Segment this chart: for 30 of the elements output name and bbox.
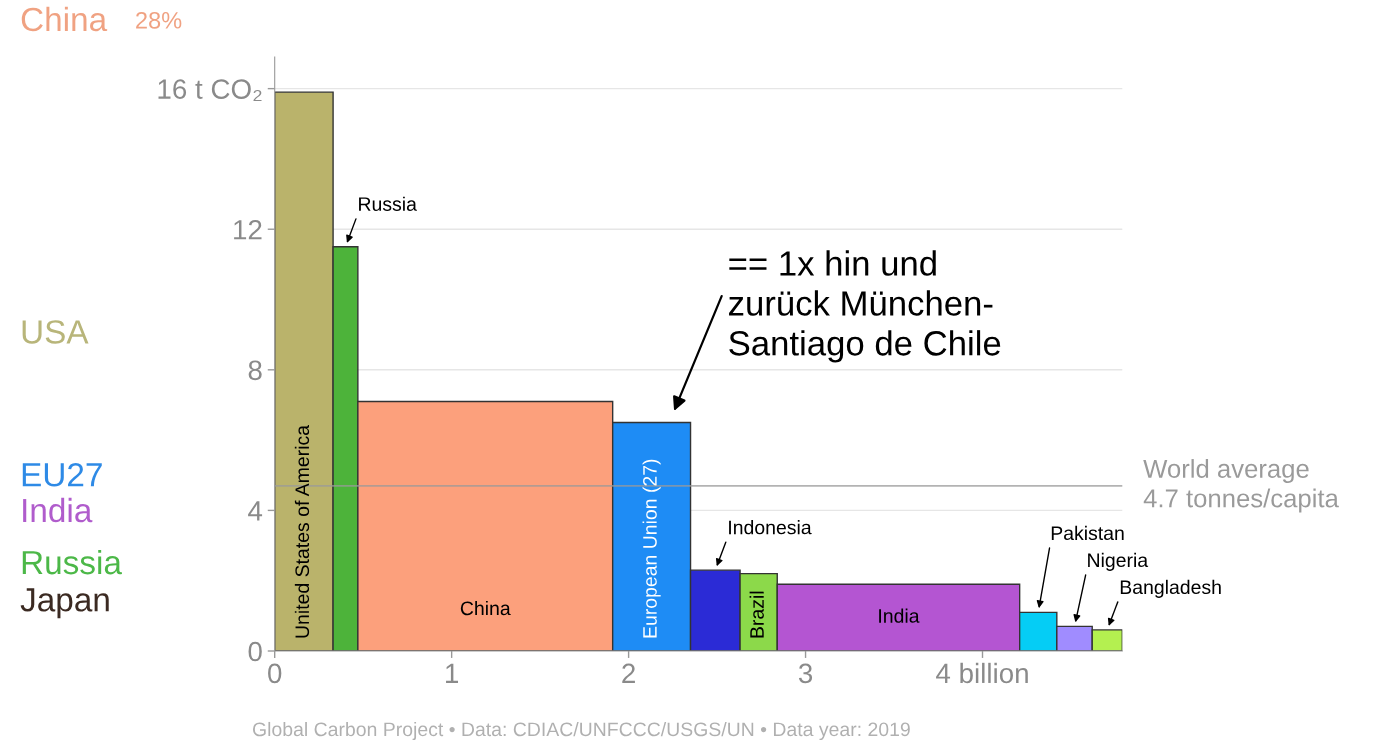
category-label: Russia [359, 196, 417, 211]
category-label: Pakistan [1051, 525, 1124, 541]
data-label: 28% [136, 11, 182, 29]
ref-line-label: World average 4.7 tonnes/capita [1143, 459, 1339, 513]
x-tick-label: 0 [268, 663, 282, 684]
x-tick-label: 2 [622, 663, 635, 683]
category-label: USA [22, 320, 89, 344]
category-label: European Union (27) [642, 459, 661, 638]
category-label: United States of America [294, 425, 310, 638]
annotation: == 1x hin und zurück München- Santiago de Chile [729, 250, 1001, 363]
y-tick-label: 0 [248, 641, 262, 662]
y-tick-label: 8 [248, 360, 262, 381]
x-tick-label: 1 [446, 663, 459, 683]
category-label: India [879, 608, 920, 623]
y-tick-label: 12 [234, 219, 262, 240]
category-label: EU27 [22, 462, 102, 487]
x-tick-label: 4 billion [936, 662, 1028, 684]
category-label: India [23, 497, 93, 523]
y-tick-label: 4 [248, 501, 263, 521]
text: Global Carbon Project • Data: CDIAC/UNFCCC/USGS/UN • Data year: 2019 [252, 721, 910, 741]
category-label: Nigeria [1088, 552, 1149, 571]
category-label: Russia [22, 549, 122, 575]
x-tick-label: 3 [798, 663, 813, 684]
category-label: Brazil [749, 591, 764, 638]
category-label: China [460, 600, 511, 616]
category-label: Bangladesh [1120, 579, 1221, 598]
category-label: Japan [20, 588, 109, 619]
category-label: China [21, 6, 108, 32]
y-tick-label: 16 t CO₂ [158, 79, 262, 102]
category-label: Indonesia [729, 520, 812, 535]
